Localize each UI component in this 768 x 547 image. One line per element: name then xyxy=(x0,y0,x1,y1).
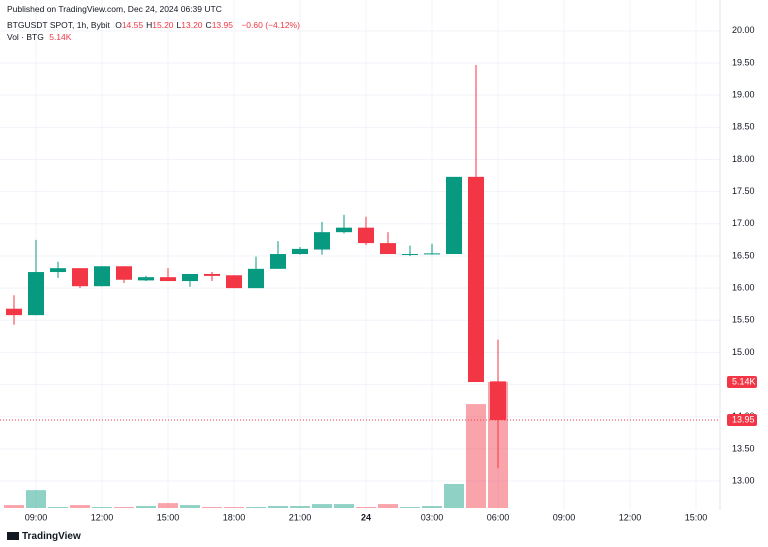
y-tick-label: 16.00 xyxy=(732,282,755,292)
candle-body xyxy=(490,381,506,420)
candle-body xyxy=(292,248,308,255)
candle-body xyxy=(72,268,88,287)
volume-bar xyxy=(26,490,46,508)
ohlc-key: C xyxy=(205,20,212,30)
x-tick-label: 03:00 xyxy=(421,512,444,522)
volume-bar xyxy=(378,504,398,508)
volume-bar xyxy=(334,504,354,508)
change: −0.60 (−4.12%) xyxy=(241,20,300,30)
last-volume-label: 5.14K xyxy=(732,376,756,386)
candle-body xyxy=(138,277,154,281)
y-tick-label: 15.00 xyxy=(732,347,755,357)
x-tick-label: 12:00 xyxy=(91,512,114,522)
y-tick-label: 17.50 xyxy=(732,186,755,196)
volume-bar xyxy=(400,507,420,508)
volume-bar xyxy=(356,507,376,508)
y-tick-label: 19.50 xyxy=(732,57,755,67)
plot-background xyxy=(0,0,720,510)
x-tick-label: 15:00 xyxy=(685,512,708,522)
legend-row: BTGUSDT SPOT, 1h, Bybit O14.55 H15.20 L13.… xyxy=(7,20,303,30)
candle-body xyxy=(314,232,330,250)
volume-bar xyxy=(92,507,112,508)
ohlc-value: 13.95 xyxy=(211,20,233,30)
volume-bar xyxy=(158,503,178,508)
x-tick-label: 18:00 xyxy=(223,512,246,522)
ohlc-value: 14.55 xyxy=(121,20,144,30)
y-tick-label: 16.50 xyxy=(732,250,755,260)
volume-bar xyxy=(290,506,310,508)
logo xyxy=(7,532,19,541)
candle-body xyxy=(226,275,242,289)
ohlc-key: L xyxy=(176,20,182,30)
volume-legend: Vol · BTG 5.14K xyxy=(7,32,74,42)
candle-body xyxy=(28,272,44,316)
candle-body xyxy=(270,254,286,269)
ohlc-value: 15.20 xyxy=(152,20,174,30)
candle-body xyxy=(424,253,440,255)
x-tick-label: 06:00 xyxy=(487,512,510,522)
volume-bar xyxy=(70,505,90,508)
volume-bar xyxy=(444,483,464,508)
last-price-label: 13.95 xyxy=(732,414,755,424)
volume-value: 5.14K xyxy=(49,32,72,42)
y-tick-label: 19.00 xyxy=(732,90,755,100)
candle-body xyxy=(116,266,132,280)
volume-bar xyxy=(422,506,442,508)
candle-body xyxy=(204,273,220,276)
volume-bar xyxy=(114,507,134,508)
candle-body xyxy=(358,227,374,244)
volume-title: Vol · BTG xyxy=(7,32,44,42)
candle-body xyxy=(94,266,110,287)
candle-body xyxy=(336,227,352,233)
y-tick-label: 13.00 xyxy=(732,475,755,485)
y-tick-label: 18.00 xyxy=(732,154,755,164)
volume-bar xyxy=(180,505,200,508)
candle-body xyxy=(182,273,198,282)
candle-body xyxy=(468,176,484,383)
last-price-box xyxy=(727,413,757,426)
brand-name: TradingView xyxy=(22,531,81,542)
volume-bar xyxy=(136,506,156,508)
x-tick-label: 21:00 xyxy=(289,512,312,522)
volume-bar xyxy=(4,505,24,508)
ohlc-value: 13.20 xyxy=(181,20,203,30)
y-tick-label: 17.00 xyxy=(732,218,755,228)
candle-body xyxy=(50,268,66,273)
volume-bar xyxy=(224,507,244,508)
y-tick-label: 18.50 xyxy=(732,122,755,132)
ohlc: O14.55 H15.20 L13.20 C13.95 xyxy=(115,20,236,30)
ohlc-key: H xyxy=(146,20,153,30)
y-tick-label: 13.50 xyxy=(732,443,755,453)
ohlc-key: O xyxy=(115,20,122,30)
candle-body xyxy=(6,308,22,316)
symbol: BTGUSDT SPOT, 1h, Bybit xyxy=(7,20,110,30)
volume-bar xyxy=(466,404,486,508)
x-tick-label: 09:00 xyxy=(25,512,48,522)
x-tick-label: 24 xyxy=(361,512,371,522)
last-volume-box xyxy=(727,376,757,388)
x-tick-label: 09:00 xyxy=(553,512,576,522)
candle-body xyxy=(248,268,264,289)
candle-body xyxy=(380,243,396,255)
x-tick-label: 15:00 xyxy=(157,512,180,522)
candle-body xyxy=(160,277,176,282)
candle-body xyxy=(402,254,418,256)
volume-bar xyxy=(202,507,222,508)
y-tick-label: 20.00 xyxy=(732,25,755,35)
published-note: Published on TradingView.com, Dec 24, 20… xyxy=(7,4,222,14)
brand: TradingView xyxy=(7,531,84,542)
volume-bar xyxy=(268,506,288,508)
candle-body xyxy=(446,176,462,255)
x-tick-label: 12:00 xyxy=(619,512,642,522)
volume-bar xyxy=(312,504,332,508)
volume-bar xyxy=(246,507,266,508)
volume-bar xyxy=(48,507,68,508)
y-tick-label: 15.50 xyxy=(732,315,755,325)
